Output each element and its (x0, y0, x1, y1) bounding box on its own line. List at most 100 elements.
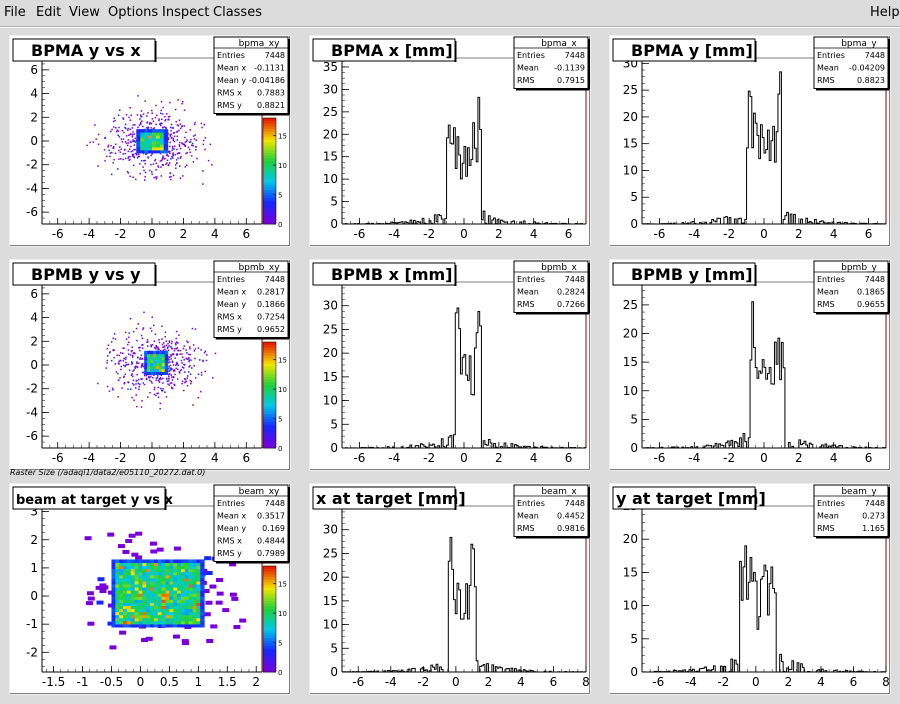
scatter-point (108, 149, 110, 152)
palette-band (263, 178, 276, 183)
scatter-core-cell (161, 365, 166, 370)
menu-view[interactable]: View (69, 5, 100, 20)
scatter-core-cell (123, 620, 128, 625)
palette-band (263, 141, 276, 145)
scatter-core-cell (123, 577, 128, 582)
scatter-core-cell (138, 565, 143, 570)
pad-beam_y[interactable]: -6-4-2024680510152025y at target [mm]bea… (609, 483, 891, 695)
scatter-point (176, 353, 178, 355)
y-tick-label: 5 (630, 412, 638, 426)
scatter-point (147, 345, 149, 347)
y-tick-label: 6 (30, 287, 38, 301)
scatter-point (181, 102, 183, 105)
scatter-point (151, 153, 153, 155)
scatter-point (142, 328, 144, 331)
scatter-core-cell (126, 599, 132, 603)
scatter-point (171, 360, 174, 362)
scatter-point (129, 128, 131, 131)
scatter-core-cell (157, 562, 163, 567)
scatter-core-cell (150, 368, 154, 373)
raster-size-label: Raster Size (/adaql1/data2/e05110_20272.… (10, 468, 205, 477)
scatter-point (184, 378, 187, 381)
scatter-core-cell (158, 365, 163, 370)
scatter-point (153, 374, 155, 377)
scatter-point (131, 150, 134, 152)
x-tick-label: 2 (795, 227, 803, 241)
root-canvas[interactable]: 0 5 10 15 -6 -4 -2 0 2 4 6 -6 -4 -2 0 2 4 6 BPMA y vs x bpm… (0, 27, 900, 701)
scatter-point (142, 363, 144, 365)
scatter-core-cell (152, 365, 157, 370)
menu-file[interactable]: File (4, 5, 26, 20)
scatter-core-cell (150, 571, 155, 576)
menu-classes[interactable]: Classes (213, 5, 262, 20)
scatter-point (165, 163, 167, 166)
scatter-core-cell (177, 590, 182, 594)
scatter-point (156, 346, 159, 348)
scatter-core-cell (173, 590, 178, 594)
scatter-core-cell (192, 614, 197, 619)
palette-band (263, 402, 276, 407)
scatter-point (184, 381, 186, 384)
scatter-point (111, 151, 113, 154)
palette-tick-label: 10 (278, 610, 287, 618)
scatter-point (125, 338, 128, 340)
scatter-point (149, 391, 151, 394)
scatter-core-cell (130, 574, 136, 579)
y-tick-label: 0 (330, 441, 338, 455)
scatter-point (124, 331, 127, 334)
scatter-core-cell (184, 565, 190, 570)
scatter-point (132, 176, 134, 179)
x-tick-label: -6 (653, 451, 665, 465)
x-tick-label: 8 (882, 675, 890, 689)
scatter-core-cell (119, 577, 124, 582)
x-tick-label: -0.5 (100, 675, 123, 689)
scatter-point (194, 357, 196, 360)
y-tick-label: 5 (330, 641, 338, 655)
menu-options[interactable]: Options (108, 5, 159, 20)
menu-inspect[interactable]: Inspect (162, 5, 210, 20)
scatter-core-cell (138, 590, 143, 594)
y-tick-label: 2 (30, 334, 38, 348)
scatter-core-cell (173, 565, 178, 570)
scatter-point (168, 176, 171, 178)
scatter-core-cell (123, 599, 128, 603)
scatter-core-cell (147, 365, 151, 370)
menu-help[interactable]: Help (870, 5, 900, 20)
scatter-core-cell (152, 146, 157, 151)
scatter-core-cell (150, 559, 155, 564)
scatter-point (165, 396, 168, 398)
y-tick-label: -1 (26, 617, 38, 631)
scatter-point (159, 124, 162, 127)
scatter-core-cell (142, 623, 147, 628)
y-tick-label: 10 (323, 618, 338, 632)
scatter-point (128, 369, 131, 371)
scatter-core-cell (163, 129, 169, 133)
scatter-point (169, 345, 172, 348)
scatter-point (139, 358, 141, 361)
scatter-core-cell (163, 149, 169, 154)
palette-band (263, 202, 276, 206)
scatter-point (127, 156, 130, 158)
scatter-point (132, 375, 134, 378)
scatter-core-cell (192, 608, 197, 613)
scatter-point (127, 139, 130, 141)
palette-band (263, 173, 276, 177)
scatter-point (159, 376, 162, 379)
scatter-core-cell (173, 571, 178, 576)
menu-edit[interactable]: Edit (36, 5, 62, 20)
scatter-core-cell (134, 565, 139, 570)
scatter-point (151, 118, 154, 120)
scatter-point (183, 109, 186, 111)
scatter-core-cell (184, 602, 190, 606)
palette-band (263, 634, 276, 639)
